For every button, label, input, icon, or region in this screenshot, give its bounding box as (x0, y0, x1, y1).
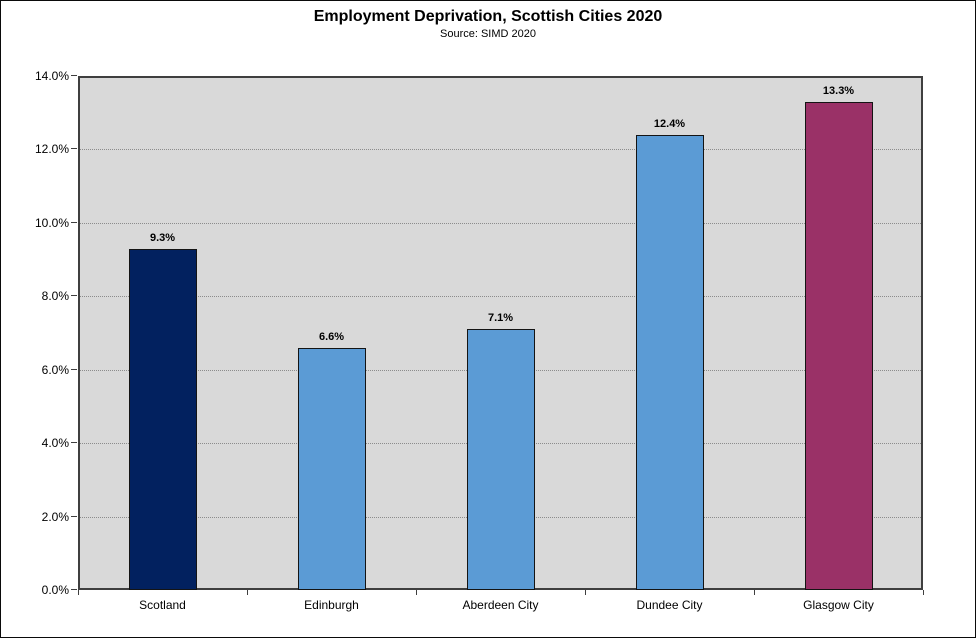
y-axis-label: 6.0% (41, 362, 69, 377)
gridline (80, 149, 921, 151)
x-axis-tick (247, 590, 248, 595)
y-axis-tick (71, 75, 77, 76)
chart-subtitle: Source: SIMD 2020 (440, 28, 536, 40)
gridline (80, 222, 921, 224)
bar-value-label: 9.3% (149, 231, 176, 244)
y-axis-tick (71, 221, 77, 223)
x-axis-tick (416, 590, 417, 595)
bar-value-label: 7.1% (487, 312, 514, 325)
y-axis-label: 0.0% (41, 583, 69, 597)
bar-edinburgh (297, 347, 366, 590)
y-axis-tick (71, 515, 77, 517)
x-axis-category-label: Dundee City (636, 598, 703, 612)
y-axis-label: 2.0% (41, 509, 69, 524)
x-axis-tick (78, 590, 79, 595)
y-axis-label: 12.0% (34, 142, 69, 157)
y-axis-tick (71, 442, 77, 444)
bar-scotland (128, 248, 197, 590)
bar-dundee-city (635, 134, 704, 590)
x-axis-category-label: Edinburgh (304, 598, 359, 612)
bar-value-label: 13.3% (822, 84, 855, 97)
y-axis-label: 4.0% (41, 436, 69, 451)
bar-value-label: 12.4% (653, 117, 686, 130)
x-axis-category-label: Glasgow City (803, 598, 874, 612)
gridline (80, 296, 921, 298)
y-axis-tick (71, 368, 77, 370)
y-axis-label: 8.0% (41, 289, 69, 304)
y-axis-tick (71, 589, 77, 590)
x-axis-category-label: Aberdeen City (462, 598, 539, 612)
bar-glasgow-city (804, 101, 873, 590)
x-axis-tick (923, 590, 924, 595)
x-axis-category-label: Scotland (139, 598, 186, 612)
x-axis-tick (585, 590, 586, 595)
bar-aberdeen-city (466, 329, 535, 590)
y-axis-tick (71, 295, 77, 297)
chart-title: Employment Deprivation, Scottish Cities … (313, 8, 663, 25)
y-axis-tick (71, 148, 77, 150)
y-axis-label: 10.0% (34, 215, 69, 230)
bar-value-label: 6.6% (318, 330, 345, 343)
x-axis-tick (754, 590, 755, 595)
y-axis-label: 14.0% (34, 69, 69, 83)
